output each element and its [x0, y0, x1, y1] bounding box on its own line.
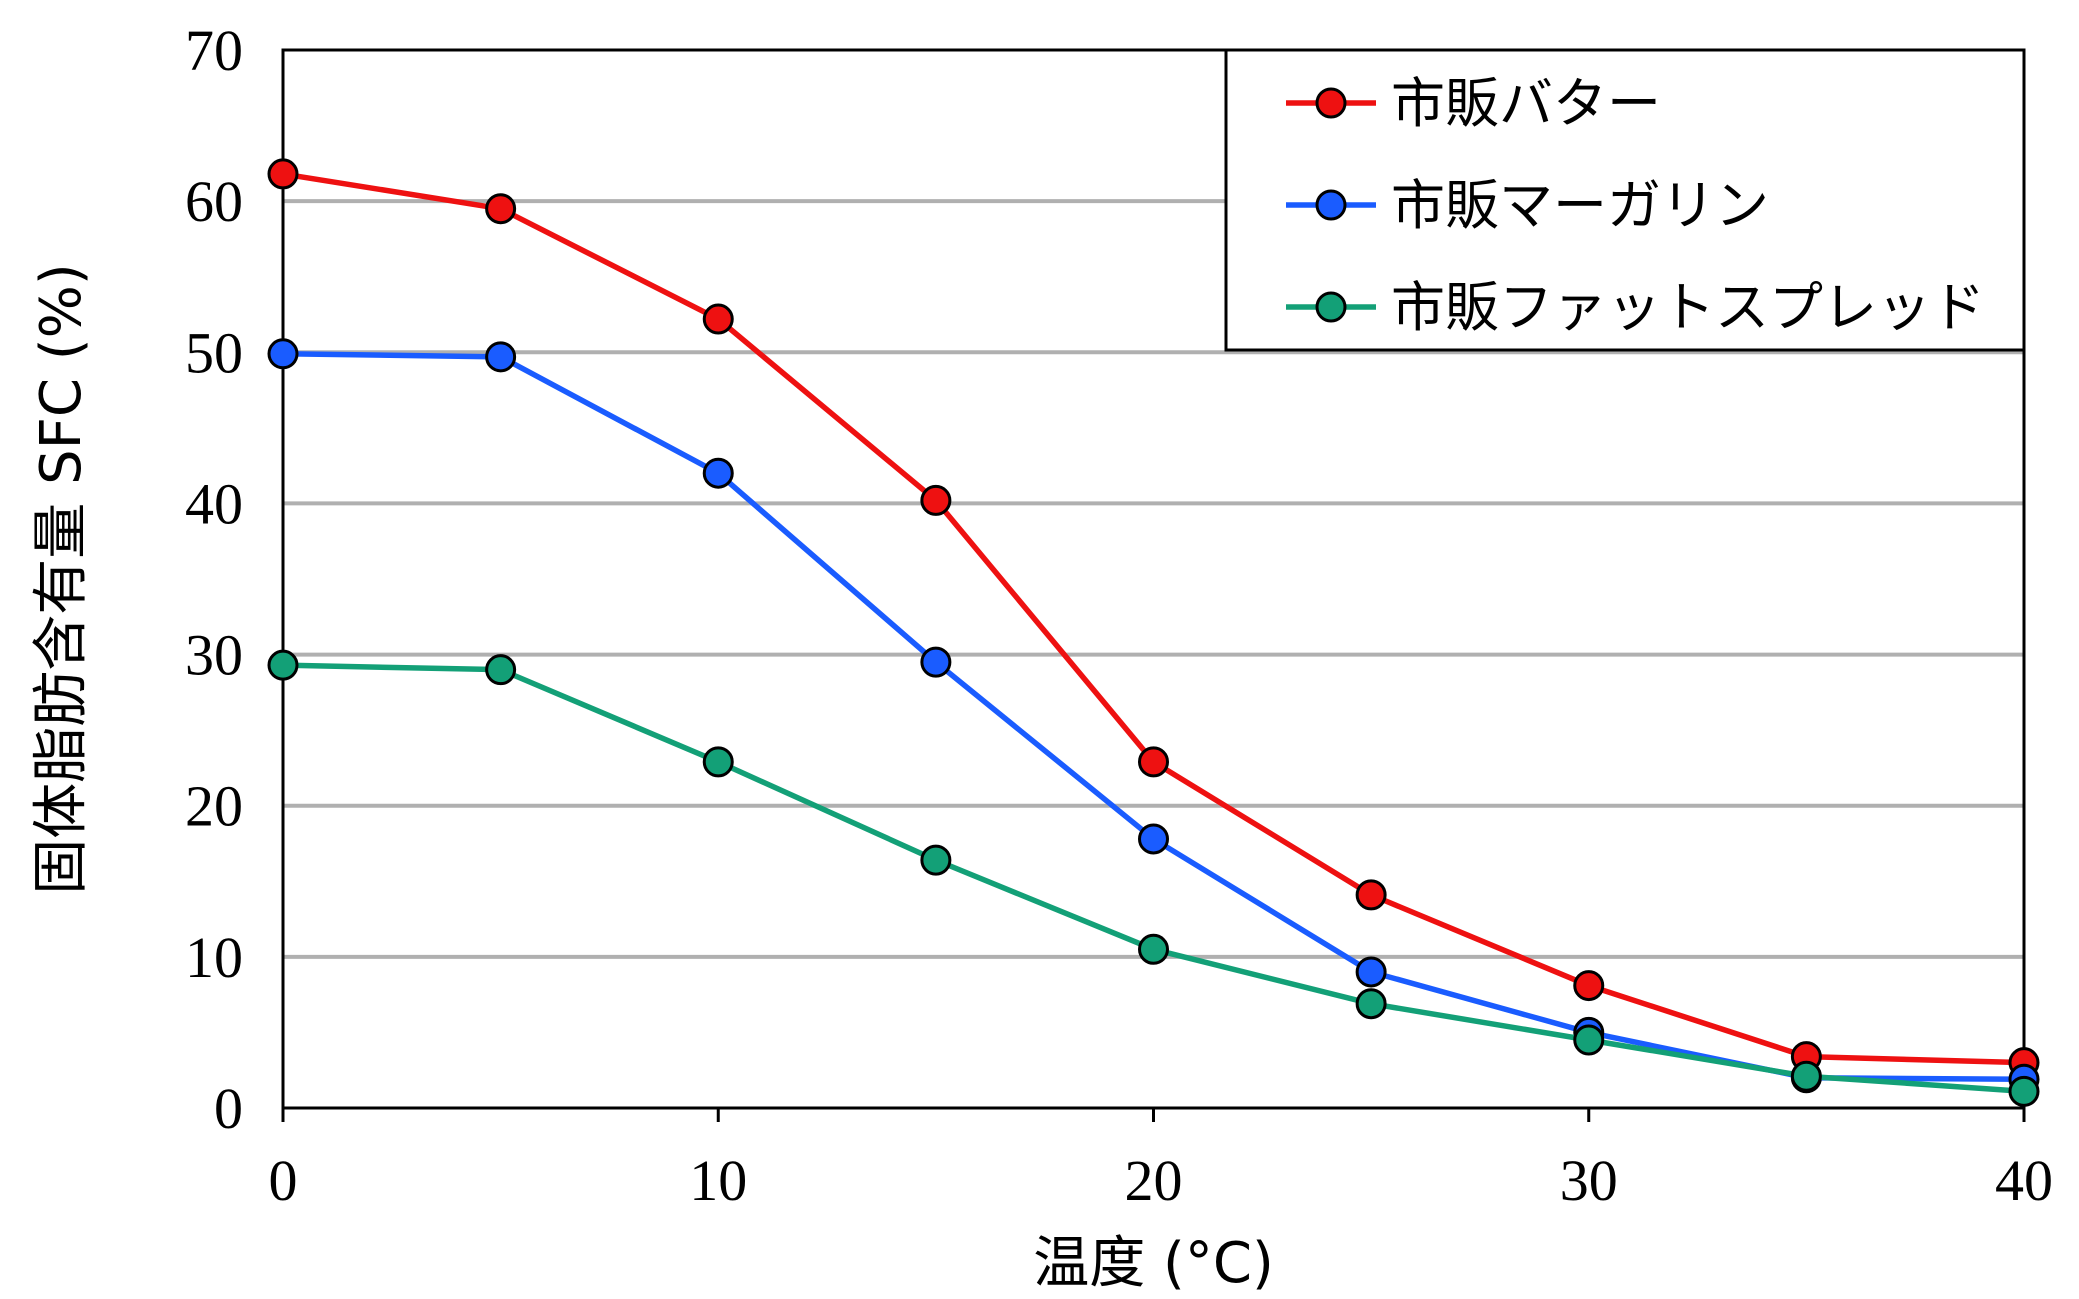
legend-swatch-marker: [1315, 87, 1347, 119]
x-tick-label: 10: [689, 1148, 747, 1213]
x-tick-label: 40: [1995, 1148, 2053, 1213]
x-axis-title: 温度 (°C): [1033, 1231, 1274, 1296]
series-3: [267, 649, 2040, 1107]
gridlines: [283, 199, 2024, 959]
legend-item: 市販ファットスプレッド: [1286, 276, 1985, 339]
legend-label: 市販マーガリン: [1391, 174, 1769, 237]
y-tick-label: 60: [185, 169, 243, 234]
data-point: [1355, 956, 1387, 988]
legend-swatch-marker: [1315, 291, 1347, 323]
y-tick-label: 20: [185, 774, 243, 839]
data-point: [1790, 1060, 1822, 1092]
x-axis-ticks: 0 10 20 30 40: [269, 1108, 2053, 1213]
x-tick-label: 0: [269, 1148, 298, 1213]
y-tick-label: 0: [214, 1076, 243, 1141]
data-point: [702, 746, 734, 778]
series-layer: [267, 158, 2040, 1107]
series-line: [282, 351, 2025, 1083]
legend-label: 市販バター: [1391, 72, 1661, 135]
y-axis-ticks: 0 10 20 30 40 50 60 70: [185, 18, 243, 1141]
data-point: [267, 158, 299, 190]
series-line: [282, 662, 2025, 1095]
data-point: [920, 484, 952, 516]
x-tick-label: 20: [1125, 1148, 1183, 1213]
data-point: [1355, 988, 1387, 1020]
data-point: [1573, 970, 1605, 1002]
data-point: [2008, 1075, 2040, 1107]
y-tick-label: 40: [185, 471, 243, 536]
legend-swatch-marker: [1315, 189, 1347, 221]
data-point: [485, 193, 517, 225]
y-tick-label: 50: [185, 320, 243, 385]
legend-box: [1224, 48, 2026, 352]
y-axis-title: 固体脂肪含有量 SFC (%): [29, 263, 94, 894]
x-tick-label: 30: [1560, 1148, 1618, 1213]
data-point: [485, 654, 517, 686]
legend-item: 市販マーガリン: [1286, 174, 1769, 237]
legend-item: 市販バター: [1286, 72, 1661, 135]
data-point: [702, 303, 734, 335]
y-tick-label: 10: [185, 925, 243, 990]
legend-label: 市販ファットスプレッド: [1391, 276, 1985, 339]
data-point: [267, 338, 299, 370]
data-point: [1138, 933, 1169, 965]
series-2: [267, 338, 2040, 1095]
data-point: [920, 646, 952, 678]
data-point: [1138, 823, 1169, 855]
data-point: [1138, 746, 1169, 778]
data-point: [702, 457, 734, 489]
data-point: [1355, 879, 1387, 911]
y-tick-label: 30: [185, 623, 243, 688]
data-point: [485, 341, 517, 373]
data-point: [1573, 1024, 1605, 1056]
data-point: [920, 844, 952, 876]
y-tick-label: 70: [185, 18, 243, 83]
data-point: [267, 649, 299, 681]
